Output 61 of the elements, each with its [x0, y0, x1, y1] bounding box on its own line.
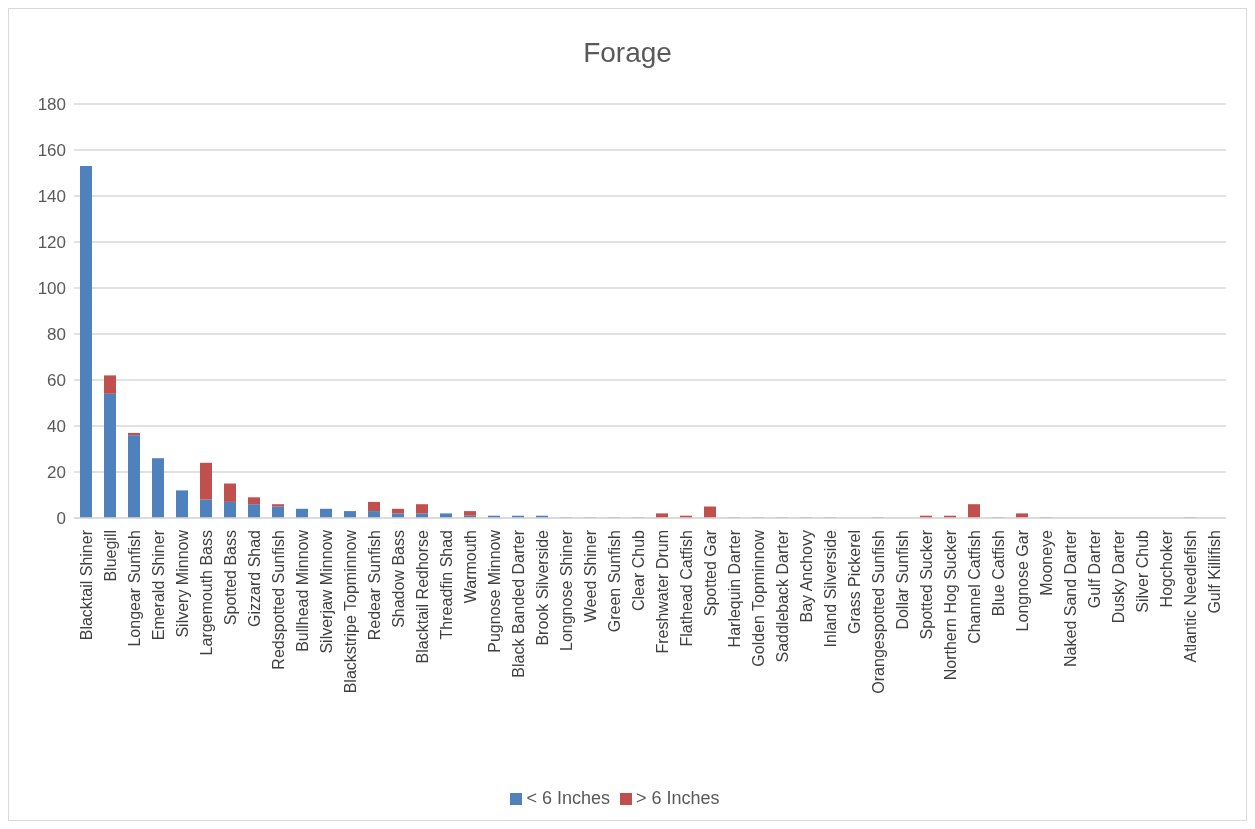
- x-tick-label: Spotted Gar: [701, 529, 719, 617]
- x-tick-label: Longnose Gar: [1013, 529, 1031, 632]
- x-tick-label: Gulf Darter: [1085, 529, 1103, 609]
- x-tick-label: Northern Hog Sucker: [941, 529, 959, 681]
- x-tick-label: Gizzard Shad: [245, 530, 263, 627]
- x-tick-label: Gulf Killifish: [1205, 530, 1223, 614]
- x-tick-label: Grass Pickerel: [845, 530, 863, 635]
- x-tick-label: Blacktail Shiner: [77, 529, 95, 641]
- chart-title: Forage: [582, 36, 673, 69]
- y-tick-label: 40: [47, 417, 66, 437]
- x-tick-label: Blackstripe Topminnow: [341, 529, 359, 694]
- x-tick-label: Inland Silverside: [821, 529, 839, 648]
- x-tick-label: Channel Catfish: [965, 530, 983, 644]
- y-tick-label: 20: [47, 463, 66, 483]
- legend-label: < 6 Inches: [526, 788, 610, 808]
- y-tick-label: 120: [37, 233, 66, 253]
- x-tick-label: Spotted Bass: [221, 530, 239, 626]
- y-tick-label: 180: [37, 95, 66, 115]
- x-tick-label: Harlequin Darter: [725, 529, 743, 648]
- legend-label: > 6 Inches: [636, 788, 720, 808]
- x-tick-label: Pugnose Minnow: [485, 529, 503, 653]
- x-tick-label: Freshwater Drum: [653, 530, 671, 654]
- x-tick-label: Blacktail Redhorse: [413, 529, 431, 664]
- x-tick-label: Largemouth Bass: [197, 530, 215, 656]
- x-tick-label: Clear Chub: [629, 529, 647, 611]
- x-tick-label: Dusky Darter: [1109, 529, 1127, 624]
- y-tick-label: 80: [47, 325, 66, 345]
- x-tick-label: Black Banded Darter: [509, 529, 527, 678]
- x-tick-label: Spotted Sucker: [917, 529, 935, 640]
- x-tick-label: Orangespotted Sunfish: [869, 530, 887, 694]
- x-tick-label: Brook Silverside: [533, 529, 551, 646]
- x-tick-label: Warmouth: [461, 530, 479, 604]
- x-tick-label: Threadfin Shad: [437, 530, 455, 640]
- x-tick-label: Weed Shiner: [581, 529, 599, 623]
- y-tick-label: 0: [56, 509, 66, 529]
- x-tick-label: Emerald Shiner: [149, 529, 167, 641]
- y-tick-label: 60: [47, 371, 66, 391]
- x-tick-label: Hogchoker: [1157, 529, 1175, 608]
- x-tick-label: Atlantic Needlefish: [1181, 530, 1199, 663]
- x-tick-label: Silvery Minnow: [173, 529, 191, 638]
- x-tick-label: Bay Anchovy: [797, 530, 815, 623]
- y-tick-label: 140: [37, 187, 66, 207]
- x-tick-label: Golden Topminnow: [749, 529, 767, 667]
- x-tick-label: Bluegill: [101, 530, 119, 582]
- x-tick-label: Dollar Sunfish: [893, 530, 911, 630]
- x-tick-label: Silverjaw Minnow: [317, 529, 335, 654]
- y-tick-label: 160: [37, 141, 66, 161]
- x-tick-label: Redspotted Sunfish: [269, 530, 287, 670]
- x-tick-label: Shadow Bass: [389, 530, 407, 628]
- x-tick-label: Mooneye: [1037, 529, 1055, 596]
- x-tick-label: Blue Catfish: [989, 530, 1007, 617]
- x-tick-label: Flathead Catfish: [677, 530, 695, 647]
- x-tick-label: Naked Sand Darter: [1061, 529, 1079, 667]
- x-tick-label: Silver Chub: [1133, 529, 1151, 613]
- x-tick-label: Green Sunfish: [605, 530, 623, 633]
- x-tick-label: Bullhead Minnow: [293, 529, 311, 652]
- x-tick-label: Saddleback Darter: [773, 529, 791, 663]
- y-tick-label: 100: [37, 279, 66, 299]
- x-tick-label: Longear Sunfish: [125, 530, 143, 647]
- x-tick-label: Longnose Shiner: [557, 529, 575, 651]
- x-tick-label: Redear Sunfish: [365, 530, 383, 641]
